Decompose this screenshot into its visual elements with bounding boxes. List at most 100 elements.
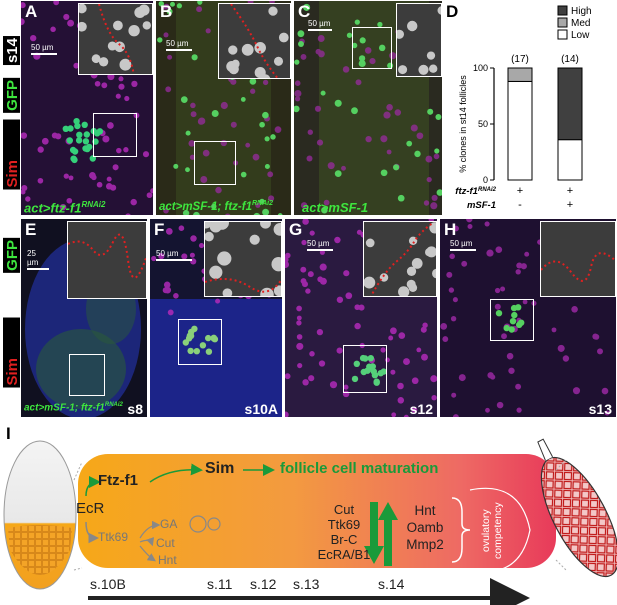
genotype-value: + [567,199,573,211]
panel-label: E [25,220,37,239]
cut-label: Cut [156,536,175,550]
inset-image [68,233,146,279]
chart-panel-label: D [446,2,459,21]
count-label: (14) [561,54,579,65]
zoom-inset [396,3,442,77]
schematic-i: I Ftz-f1 Sim follicle cell maturation Ec… [0,420,617,605]
legend-label: Med [571,18,590,29]
stage-label: s13 [588,401,612,417]
inset-image [397,6,441,75]
upregulated-genes: Hnt Oamb Mmp2 [398,502,452,553]
y-axis-label: % clones in st14 follicles [458,75,468,173]
scale-bar: 50 µm [156,249,192,261]
roi-box [69,354,105,396]
panel-g: G 50 µm s12 [284,218,438,418]
zoom-inset [204,221,282,297]
genotype-row-label: ftz-f1RNAi2 [455,186,496,197]
ecr-label: EcR [76,500,105,517]
panel-a: A 50 µm act>ftz-f1RNAi2 [20,0,154,216]
scale-bar: 50 µm [166,39,192,51]
panel-b: B 50 µm act>mSF-1; ftz-f1RNAi2 [155,0,292,216]
roi-box [343,345,387,393]
schematic-panel-label: I [6,424,11,443]
panel-c: C 50 µm act>mSF-1 [293,0,443,216]
roi-box [490,299,534,341]
genotype-label: act>mSF-1; ftz-f1RNAi2 [24,402,123,414]
panel-h: H 50 µm s13 [439,218,617,418]
gene-label: Br-C [330,532,358,547]
downregulated-genes: Cut Ttk69 Br-C EcRA/B1 [316,502,372,562]
competency-label: ovulatory competency [480,502,504,560]
zoom-inset [67,221,147,299]
inset-image [79,4,152,74]
y-tick-label: 100 [473,63,488,73]
scale-bar: 50 µm [308,19,332,31]
ttk69-label: Ttk69 [98,530,129,544]
inset-image [226,4,289,78]
gradient-band [78,454,556,568]
scale-bar: 50 µm [31,43,57,55]
panel-label: A [25,2,38,21]
gene-label: Ttk69 [327,517,361,532]
chart-svg: 0 50 100 % clones in st14 follicles (17) (14)… [455,5,592,211]
zoom-inset [78,3,153,75]
panel-label: B [160,2,173,21]
roi-box [194,141,236,185]
roi-box [178,319,222,365]
maturation-label: follicle cell maturation [280,460,439,477]
stage-12: s.12 [250,576,277,592]
panel-label: C [298,2,311,21]
bar-segment [557,67,583,141]
ga-label: GA [160,517,178,531]
panel-label: H [444,220,457,239]
genotype-value: + [517,185,523,197]
sim-label: Sim [205,460,235,477]
scale-bar: 50 µm [307,239,333,251]
inset-image [205,222,281,296]
gene-label: Hnt [414,503,436,518]
stage-10b: s.10B [90,576,126,592]
gene-label: Mmp2 [406,537,444,552]
roi-box [352,27,392,69]
zoom-inset [218,3,291,79]
stage-label: s12 [409,401,433,417]
ftz-f1-label: Ftz-f1 [98,472,138,489]
legend-swatch [557,5,568,16]
legend-label: High [571,6,592,17]
zoom-inset [540,221,616,297]
scale-bar: 50 µm [450,239,476,251]
genotype-value: - [518,199,522,211]
bar-segment [557,139,583,181]
legend-swatch [557,29,568,40]
legend-swatch [557,17,568,28]
inset-image [364,222,436,296]
bar-segment [507,80,533,181]
count-label: (17) [511,54,529,65]
stage-13: s.13 [293,576,320,592]
panel-e: E 25 µm act>mSF-1; ftz-f1RNAi2 s8 [20,218,148,418]
zoom-inset [363,221,437,297]
roi-box [93,113,137,157]
genotype-label: act>ftz-f1RNAi2 [24,200,106,216]
inset-image [541,252,615,282]
stage-14: s.14 [378,576,405,592]
genotype-label: act>mSF-1; ftz-f1RNAi2 [159,200,273,213]
panel-label: G [289,220,303,239]
mature-follicle-icon [537,438,617,578]
scale-bar: 25 µm [27,249,49,270]
panel-f: F 50 µm s10A [149,218,283,418]
gene-label: Cut [333,502,355,517]
stage-label: s8 [127,401,143,417]
genotype-value: + [567,185,573,197]
schematic-svg [3,438,617,605]
y-tick-label: 0 [483,175,488,185]
genotype-row-label: mSF-1 [467,200,496,211]
genotype-label: act>mSF-1 [302,200,369,215]
gene-label: EcRA/B1 [317,547,371,562]
chart-d: D 0 50 100 % clones in st14 follicles (17) (1… [446,0,617,216]
gene-label: Oamb [406,520,444,535]
hnt-label: Hnt [158,553,177,567]
panel-label: F [154,220,165,239]
y-tick-label: 50 [478,119,488,129]
legend-label: Low [571,30,590,41]
